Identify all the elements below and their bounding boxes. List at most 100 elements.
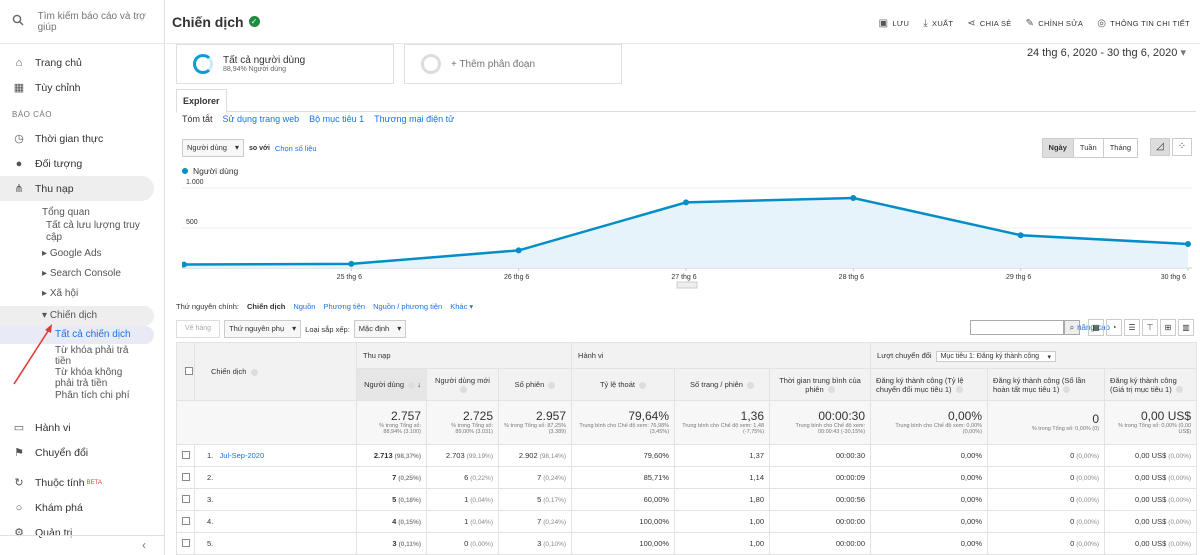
sidebar-sub-search-console[interactable]: ▸ Search Console [42, 268, 121, 279]
col-goal-completions[interactable]: Đăng ký thành công (Số lần hoàn tất mục … [987, 368, 1106, 401]
cell-value: 00:00:00 [835, 517, 866, 526]
help-icon [1175, 386, 1183, 394]
dimension-other[interactable]: Khác ▾ [450, 302, 474, 311]
dimension-source-medium[interactable]: Nguồn / phương tiện [373, 302, 443, 311]
sidebar-sub-paid-keywords[interactable]: Từ khóa phải trả tiền [55, 345, 129, 367]
collapse-sidebar-button[interactable]: ‹ [0, 535, 164, 555]
sidebar-item-home[interactable]: ⌂ Trang chủ [0, 50, 164, 75]
attribution-icon: ↻ [14, 477, 24, 489]
sidebar-sub-cost-analysis[interactable]: Phân tích chi phí [55, 390, 130, 401]
row-index: 1. [207, 451, 214, 460]
motion-chart-icon[interactable]: ⁘ [1172, 138, 1192, 156]
sidebar-search[interactable]: Tìm kiếm báo cáo và trợ giúp [0, 0, 164, 44]
sidebar-item-behavior[interactable]: ▭ Hành vi [0, 415, 164, 440]
col-avg-duration[interactable]: Thời gian trung bình của phiên [769, 368, 872, 401]
sidebar-sub-all-campaigns[interactable]: Tất cả chiến dịch [0, 326, 154, 344]
cell-value: 0,00% [960, 451, 983, 460]
sidebar-item-discover[interactable]: ○ Khám phá [0, 495, 164, 520]
cell-value: 7 [392, 473, 397, 482]
dimension-header[interactable]: Chiến dịch [194, 342, 357, 401]
goal-select[interactable]: Mục tiêu 1: Đăng ký thành công [935, 351, 1057, 362]
sidebar-item-realtime[interactable]: ◷ Thời gian thực [0, 126, 164, 151]
plot-rows-button[interactable]: Vẽ hàng [176, 320, 221, 338]
campaign-cell[interactable]: 3. [194, 488, 357, 511]
line-chart-icon[interactable]: ◿ [1150, 138, 1170, 156]
insights-button[interactable]: ◎ THÔNG TIN CHI TIẾT [1097, 18, 1190, 29]
week-button[interactable]: Tuần [1072, 139, 1103, 157]
cell-pct: (0,00%) [1168, 453, 1192, 460]
search-icon[interactable]: ⌕ [1064, 320, 1080, 335]
secondary-dimension-select[interactable]: Thứ nguyên phụ [224, 320, 302, 338]
term-cloud-icon[interactable]: ⊞ [1160, 319, 1176, 336]
sidebar-sub-campaigns[interactable]: ▾ Chiến dịch [0, 306, 154, 326]
table-row: 4. 4 (0,15%) 1 (0,04%) 7 (0,24%) 100,00% 1,00 00… [176, 510, 1198, 533]
col-pages-session[interactable]: Số trang / phiên [674, 368, 771, 401]
cell-value: 1 [464, 517, 469, 526]
dimension-medium[interactable]: Phương tiện [323, 302, 366, 311]
campaign-cell[interactable]: 2. [194, 466, 357, 489]
sidebar-item-audience[interactable]: ● Đối tượng [0, 151, 164, 176]
tab-summary[interactable]: Tóm tắt [182, 114, 213, 124]
campaign-cell[interactable]: 1. Jul-Sep-2020 [194, 444, 357, 467]
share-icon: ⋖ [967, 18, 976, 29]
sidebar-item-acquisition[interactable]: ⋔ Thu nạp [0, 176, 154, 201]
save-button[interactable]: ▣ LƯU [879, 18, 910, 29]
dimension-campaign[interactable]: Chiến dịch [246, 302, 286, 311]
data-view-icon[interactable]: ▦ [1088, 319, 1104, 336]
row-checkbox[interactable] [182, 538, 190, 547]
sidebar-item-attribution[interactable]: ↻ Thuộc tính BETA [0, 470, 164, 495]
col-bounce-rate[interactable]: Tỷ lệ thoát [571, 368, 676, 401]
campaign-cell[interactable]: 4. [194, 510, 357, 533]
acquisition-icon: ⋔ [14, 183, 24, 195]
sort-type-select[interactable]: Mặc định [353, 320, 407, 338]
comparison-view-icon[interactable]: ⊤ [1142, 319, 1158, 336]
cell-value: 60,00% [643, 495, 670, 504]
add-segment-button[interactable]: + Thêm phân đoạn [404, 44, 622, 84]
pivot-view-icon[interactable]: ▥ [1178, 319, 1194, 336]
metric-select[interactable]: Người dùng [182, 139, 244, 157]
campaign-cell[interactable]: 5. [194, 532, 357, 555]
tab-goal-set[interactable]: Bộ mục tiêu 1 [309, 114, 365, 124]
col-sessions[interactable]: Số phiên [497, 368, 573, 401]
dimension-source[interactable]: Nguồn [293, 302, 316, 311]
segment-all-users[interactable]: Tất cả người dùng 88,94% Người dùng [176, 44, 394, 84]
tab-site-usage[interactable]: Sử dụng trang web [222, 114, 300, 124]
row-checkbox[interactable] [182, 450, 190, 459]
edit-button[interactable]: ✎ CHỈNH SỬA [1026, 18, 1084, 29]
cell-goal-value: 0,00 US$ (0,00%) [1104, 488, 1198, 511]
data-table: Chiến dịch Thu nạp Hành vi Lượt chuyển đ… [176, 342, 1198, 555]
month-button[interactable]: Tháng [1102, 139, 1137, 157]
choose-metric-link[interactable]: Chọn số liệu [274, 143, 317, 153]
sidebar-item-conversions[interactable]: ⚑ Chuyển đổi [0, 440, 164, 465]
sidebar-sub-all-traffic[interactable]: Tất cả lưu lượng truy cập [0, 220, 164, 244]
export-button[interactable]: ⤓ XUẤT [923, 18, 953, 29]
row-checkbox[interactable] [182, 494, 190, 503]
advanced-link[interactable]: nâng cao [1077, 323, 1110, 332]
group-conversions-label: Lượt chuyển đổi [877, 351, 932, 360]
total-cell: 0,00 US$% trong Tổng số: 0,00% (0,00 US$… [1104, 400, 1198, 445]
tab-explorer[interactable]: Explorer [176, 89, 227, 113]
cell-pct: (0,00%) [1076, 519, 1100, 526]
cell-users: 3 (0,11%) [356, 532, 427, 555]
row-checkbox[interactable] [182, 516, 190, 525]
col-goal-value[interactable]: Đăng ký thành công (Giá trị mục tiêu 1) [1104, 368, 1198, 401]
row-checkbox[interactable] [182, 472, 190, 481]
tab-ecommerce[interactable]: Thương mại điện tử [374, 114, 455, 124]
help-icon [408, 381, 416, 389]
data-point [515, 247, 522, 254]
col-new-users[interactable]: Người dùng mới [426, 368, 499, 401]
day-button[interactable]: Ngày [1042, 139, 1073, 157]
table-search-input[interactable] [970, 320, 1064, 335]
percentage-view-icon[interactable]: ◔ [1106, 319, 1122, 336]
sidebar-item-custom[interactable]: ▦ Tùy chỉnh [0, 75, 164, 100]
select-all-checkbox[interactable] [184, 366, 193, 375]
sidebar-sub-social[interactable]: ▸ Xã hội [42, 288, 79, 299]
sidebar-sub-google-ads[interactable]: ▸ Google Ads [42, 248, 102, 259]
date-range-picker[interactable]: 24 thg 6, 2020 - 30 thg 6, 2020 ▾ [1027, 46, 1186, 59]
sidebar-sub-overview[interactable]: Tổng quan [42, 207, 90, 218]
col-goal-conv-rate[interactable]: Đăng ký thành công (Tỷ lệ chuyển đổi mục… [870, 368, 989, 401]
col-users[interactable]: Người dùng ↓ [356, 368, 427, 401]
share-button[interactable]: ⋖ CHIA SẺ [967, 18, 1011, 29]
performance-view-icon[interactable]: ☰ [1124, 319, 1140, 336]
sidebar-sub-organic-keywords[interactable]: Từ khóa không phải trả tiền [55, 367, 123, 389]
